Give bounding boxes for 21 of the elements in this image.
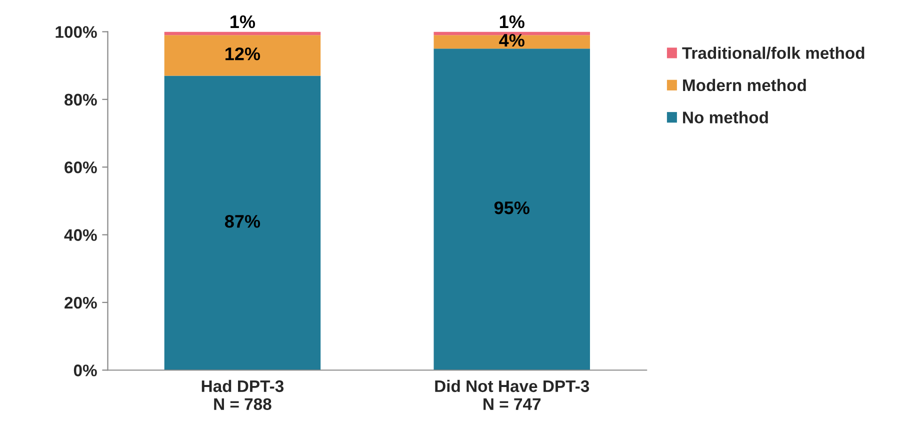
y-tick-label: 0% xyxy=(74,364,97,376)
data-label: 12% xyxy=(226,47,260,60)
data-label: 4% xyxy=(499,34,524,47)
y-tick-label: 80% xyxy=(64,94,97,106)
y-tick-label: 20% xyxy=(64,296,97,309)
bar xyxy=(164,76,321,370)
data-label: 87% xyxy=(224,214,260,228)
bar xyxy=(434,48,590,370)
data-label: 1% xyxy=(500,15,524,28)
x-tick-label: Did Not Have DPT-3 N = 747 xyxy=(435,380,590,410)
data-label: 1% xyxy=(230,15,256,28)
data-label: 95% xyxy=(494,201,530,214)
legend-label: Modern method xyxy=(683,78,806,92)
legend-label: No method xyxy=(683,111,768,124)
bar xyxy=(434,35,590,49)
y-tick-label: 60% xyxy=(64,161,97,174)
legend-label: Traditional/folk method xyxy=(682,46,864,60)
x-tick-label: Had DPT-3 N = 788 xyxy=(202,380,284,410)
y-tick-label: 40% xyxy=(64,229,97,241)
y-tick-label: 100% xyxy=(56,26,97,38)
bar xyxy=(164,35,321,76)
